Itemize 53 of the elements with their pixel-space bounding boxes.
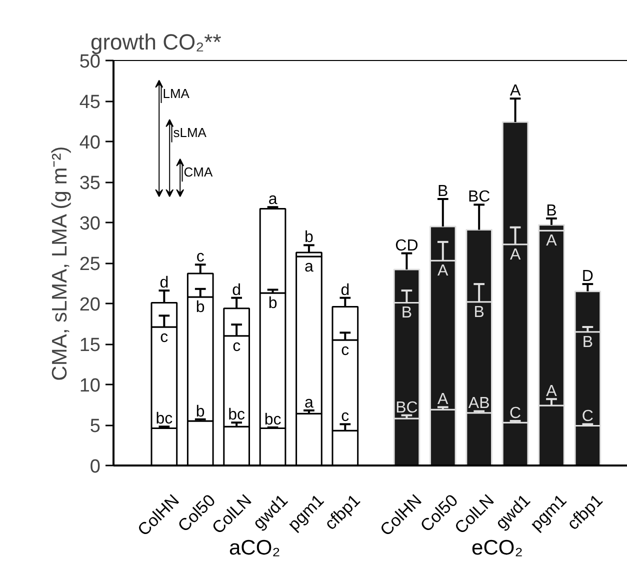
data-label: a [304, 258, 314, 276]
data-label: A [438, 391, 449, 408]
data-label: C [510, 404, 522, 422]
legend-label: sLMA [173, 125, 207, 140]
data-label: d [232, 282, 242, 299]
y-tick-label: 15 [79, 335, 101, 356]
data-label: B [474, 304, 484, 321]
data-label: bc [264, 411, 282, 428]
y-tick-label: 5 [90, 416, 101, 437]
data-label: A [546, 232, 558, 250]
data-label: B [546, 202, 557, 220]
data-label: AB [468, 395, 490, 412]
y-tick-label: 35 [79, 173, 101, 194]
y-axis-title: CMA, sLMA, LMA (g m⁻²) [48, 146, 72, 381]
y-tick-label: 40 [79, 132, 101, 154]
data-label: BC [396, 399, 418, 416]
data-label: A [546, 383, 558, 400]
data-label: BC [468, 188, 490, 206]
data-label: b [304, 229, 314, 246]
data-label: d [160, 274, 169, 292]
data-label: c [232, 338, 241, 355]
data-label: B [401, 304, 412, 322]
data-label: c [341, 408, 350, 426]
data-label: A [510, 246, 521, 264]
y-tick-label: 20 [79, 294, 101, 316]
data-label: c [341, 342, 350, 359]
legend-label: LMA [162, 86, 190, 101]
data-label: bc [156, 410, 173, 428]
data-label: A [438, 262, 449, 280]
y-tick-label: 25 [79, 254, 101, 275]
text: eCO₂ [472, 536, 523, 560]
data-label: a [304, 394, 314, 412]
y-tick-label: 10 [79, 376, 101, 396]
data-label: B [438, 183, 448, 200]
data-label: c [196, 248, 204, 266]
data-label: CD [395, 237, 418, 254]
y-tick-label: 30 [79, 214, 101, 234]
legend-label: CMA [184, 164, 213, 180]
data-label: d [340, 282, 350, 299]
chart-title: growth CO₂** [90, 30, 222, 54]
data-label: B [582, 334, 594, 351]
data-label: D [582, 268, 594, 286]
data-label: a [268, 191, 278, 208]
data-label: b [268, 294, 278, 312]
data-label: bc [228, 406, 246, 424]
text: aCO₂ [229, 536, 280, 560]
data-label: C [582, 408, 594, 426]
y-tick-label: 0 [90, 456, 101, 478]
data-label: b [196, 299, 205, 316]
data-label: A [510, 82, 521, 100]
y-tick-label: 45 [79, 92, 101, 113]
data-label: b [196, 403, 205, 420]
data-label: c [160, 328, 168, 346]
